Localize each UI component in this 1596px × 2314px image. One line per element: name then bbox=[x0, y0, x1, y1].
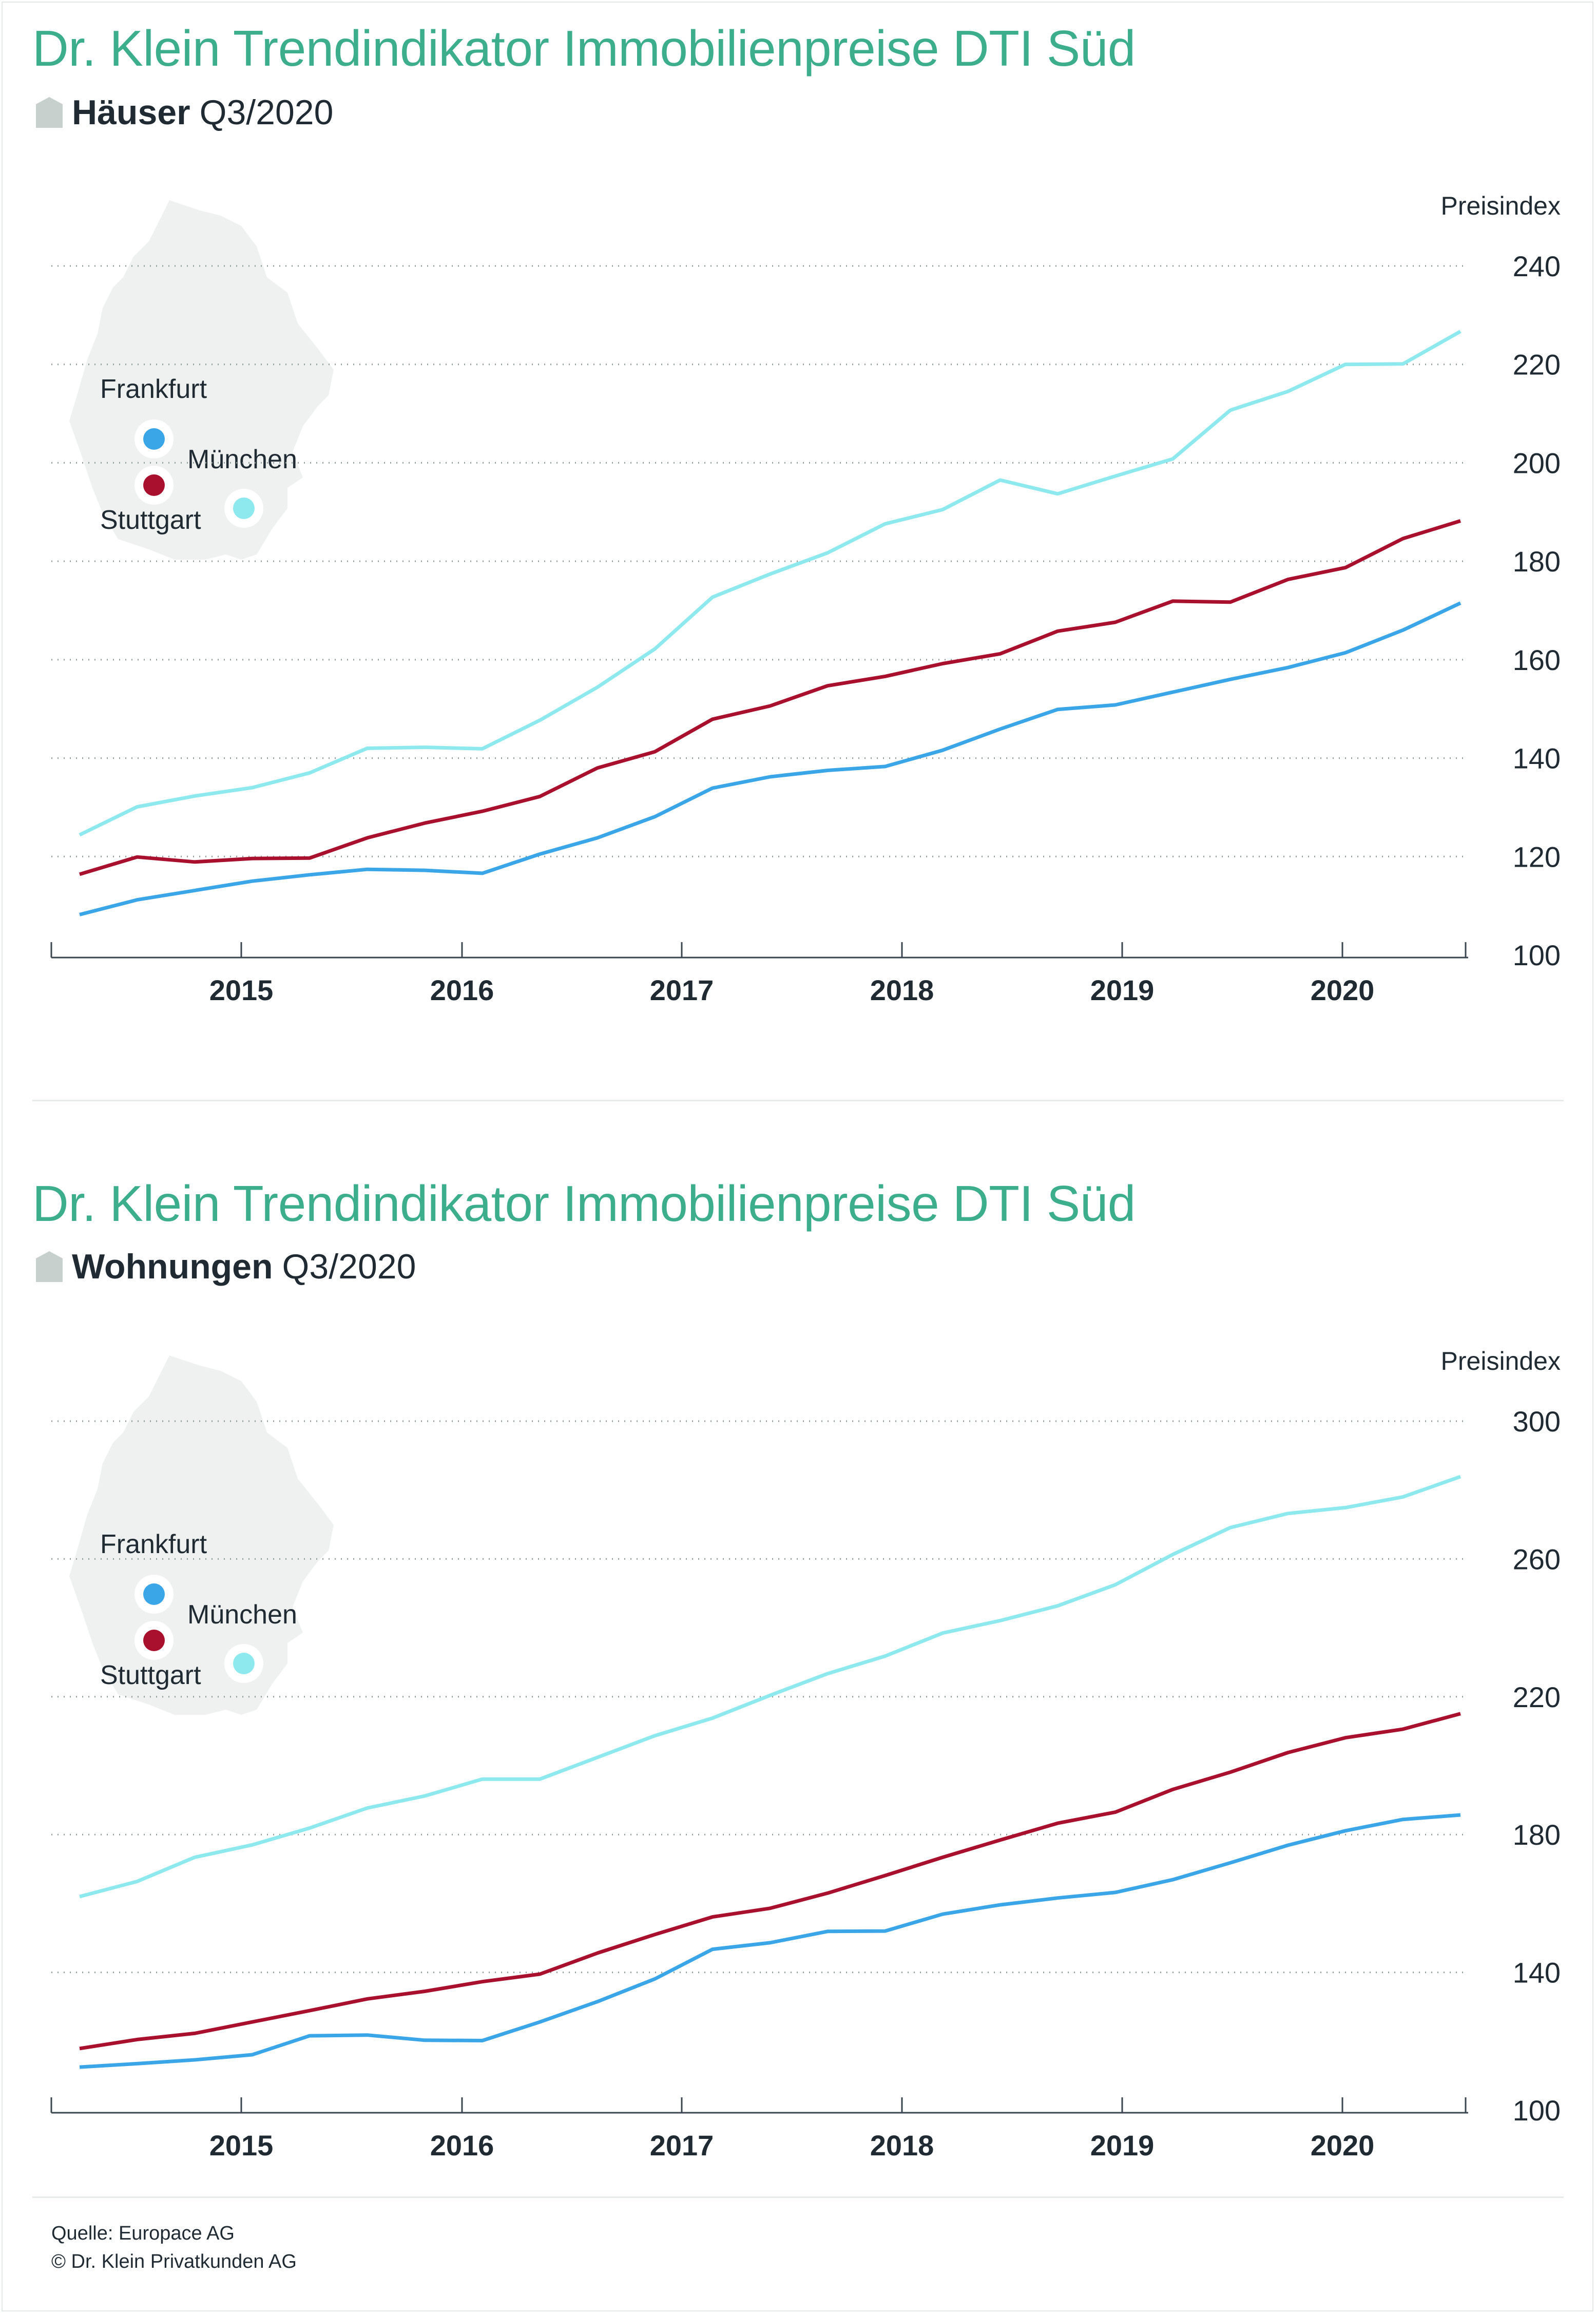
y-tick-label: 260 bbox=[1513, 1543, 1561, 1575]
y-tick-label: 160 bbox=[1513, 644, 1561, 676]
series-line-frankfurt bbox=[79, 601, 1462, 916]
y-axis-label: Preisindex bbox=[1441, 192, 1561, 220]
chart2-title: Dr. Klein Trendindikator Immobilienpreis… bbox=[32, 1175, 1136, 1232]
x-tick-label: 2018 bbox=[870, 2129, 934, 2162]
source-line: Quelle: Europace AG bbox=[51, 2223, 235, 2244]
chart2-subtitle-period: Q3/2020 bbox=[282, 1247, 416, 1286]
germany-map bbox=[69, 200, 334, 560]
stuttgart-map-label: Stuttgart bbox=[100, 505, 201, 535]
x-tick-label: 2016 bbox=[430, 974, 494, 1006]
chart2-subtitle: Wohnungen Q3/2020 bbox=[36, 1247, 416, 1287]
series-line-frankfurt bbox=[79, 1813, 1461, 2069]
frankfurt-marker bbox=[143, 1583, 165, 1605]
chart1-title: Dr. Klein Trendindikator Immobilienpreis… bbox=[32, 20, 1136, 77]
house-icon bbox=[36, 97, 63, 128]
germany-map bbox=[69, 1355, 334, 1715]
x-tick-label: 2015 bbox=[209, 974, 274, 1006]
frankfurt-map-label: Frankfurt bbox=[100, 374, 207, 404]
x-tick-label: 2017 bbox=[650, 2129, 714, 2162]
series-line-stuttgart bbox=[79, 1475, 1462, 1899]
series-line-münchen bbox=[79, 1712, 1461, 2051]
x-tick-label: 2020 bbox=[1311, 974, 1375, 1006]
series-line-stuttgart bbox=[79, 330, 1462, 837]
y-tick-label: 100 bbox=[1513, 939, 1561, 971]
y-tick-label: 140 bbox=[1513, 1957, 1561, 1989]
x-tick-label: 2015 bbox=[209, 2129, 274, 2162]
y-tick-label: 300 bbox=[1513, 1405, 1561, 1438]
stuttgart-map-label: Stuttgart bbox=[100, 1660, 201, 1690]
germany-map-shape bbox=[69, 1355, 334, 1715]
stuttgart-marker bbox=[233, 498, 255, 519]
section-divider bbox=[32, 1100, 1564, 1101]
copyright-line: © Dr. Klein Privatkunden AG bbox=[51, 2251, 297, 2272]
y-tick-label: 180 bbox=[1513, 1819, 1561, 1851]
y-tick-label: 100 bbox=[1513, 2094, 1561, 2127]
chart1-subtitle-bold: Häuser bbox=[72, 93, 190, 132]
series-line-münchen bbox=[79, 519, 1462, 876]
y-axis-label: Preisindex bbox=[1441, 1347, 1561, 1375]
chart2-plot: Frankfurt München Stuttgart 100 140 180 220 260… bbox=[50, 1347, 1561, 2162]
chart1-subtitle: Häuser Q3/2020 bbox=[36, 92, 333, 132]
muenchen-map-label: München bbox=[187, 445, 297, 474]
germany-map-shape bbox=[69, 200, 334, 560]
muenchen-marker bbox=[143, 474, 165, 496]
x-tick-label: 2016 bbox=[430, 2129, 494, 2162]
chart2-subtitle-bold: Wohnungen bbox=[72, 1247, 273, 1286]
x-tick-label: 2017 bbox=[650, 974, 714, 1006]
y-tick-label: 240 bbox=[1513, 250, 1561, 282]
y-tick-label: 180 bbox=[1513, 545, 1561, 578]
x-tick-label: 2020 bbox=[1311, 2129, 1375, 2162]
y-tick-label: 140 bbox=[1513, 742, 1561, 775]
y-tick-label: 220 bbox=[1513, 349, 1561, 381]
y-tick-label: 200 bbox=[1513, 447, 1561, 479]
chart1-plot: Frankfurt München Stuttgart 100 120 140 160 180… bbox=[50, 192, 1561, 1006]
footer-divider bbox=[32, 2196, 1564, 2198]
x-tick-label: 2019 bbox=[1090, 974, 1155, 1006]
x-tick-label: 2019 bbox=[1090, 2129, 1155, 2162]
stuttgart-marker bbox=[233, 1653, 255, 1674]
muenchen-map-label: München bbox=[187, 1600, 297, 1630]
y-tick-label: 220 bbox=[1513, 1681, 1561, 1713]
x-tick-label: 2018 bbox=[870, 974, 934, 1006]
muenchen-marker bbox=[143, 1630, 165, 1651]
house-icon bbox=[36, 1251, 63, 1282]
source-note: Quelle: Europace AG © Dr. Klein Privatku… bbox=[51, 2220, 297, 2276]
frankfurt-map-label: Frankfurt bbox=[100, 1529, 207, 1559]
y-tick-label: 120 bbox=[1513, 840, 1561, 873]
chart1-subtitle-period: Q3/2020 bbox=[199, 93, 334, 132]
frankfurt-marker bbox=[143, 428, 165, 450]
